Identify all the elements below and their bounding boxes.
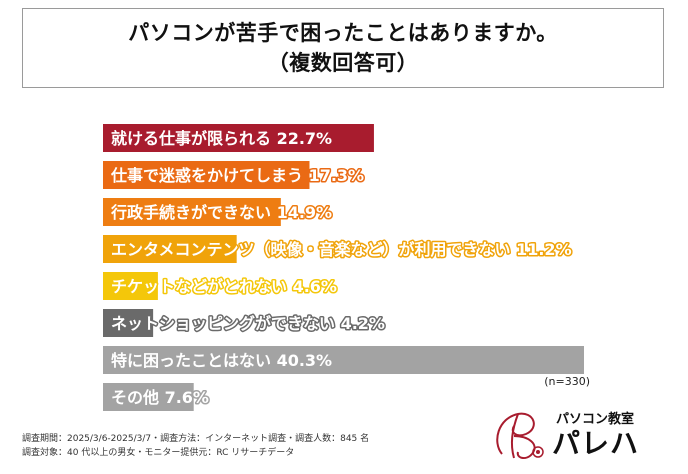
bar-label-3: 行政手続きができない 14.9% [110, 203, 332, 222]
logo-subtitle: パソコン教室 [556, 412, 635, 427]
bar-label-1: 就ける仕事が限られる 22.7% [111, 129, 332, 148]
survey-footer: 調査期間：2025/3/6-2025/3/7・調査方法：インターネット調査・調査… [22, 432, 369, 460]
sample-size-note: (n=330) [544, 375, 590, 388]
bar-label-5: チケットなどがとれない 4.6% [111, 277, 337, 296]
bar-5 [103, 272, 158, 300]
bar-6 [103, 309, 154, 337]
bar-label-2: 仕事で迷惑をかけてしまう 17.3% [110, 166, 364, 185]
bar-3 [103, 198, 281, 226]
bar-4 [103, 235, 237, 263]
bar-8 [103, 383, 194, 411]
chart-subtitle: （複数回答可） [267, 51, 419, 75]
bar-label-6: ネットショッピングができない 4.2% [111, 314, 385, 333]
bar-2 [103, 161, 310, 189]
bar-label-8: その他 7.6% [111, 388, 209, 407]
bar-1 [103, 124, 374, 152]
logo-name: パレハ [552, 427, 640, 460]
bar-label-7: 特に困ったことはない 40.3% [111, 351, 332, 370]
title-box: パソコンが苦手で困ったことはありますか。 （複数回答可） [22, 8, 664, 88]
survey-target-note: 調査対象：40 代以上の男女・モニター提供元：RC リサーチデータ [22, 448, 295, 458]
survey-period-note: 調査期間：2025/3/6-2025/3/7・調査方法：インターネット調査・調査… [22, 434, 370, 444]
bar-7 [103, 346, 584, 374]
chart-title: パソコンが苦手で困ったことはありますか。 [128, 21, 558, 45]
logo-mark-icon [496, 412, 544, 460]
bar-label-4: エンタメコンテンツ（映像・音楽など）が利用できない 11.2% [111, 240, 572, 259]
